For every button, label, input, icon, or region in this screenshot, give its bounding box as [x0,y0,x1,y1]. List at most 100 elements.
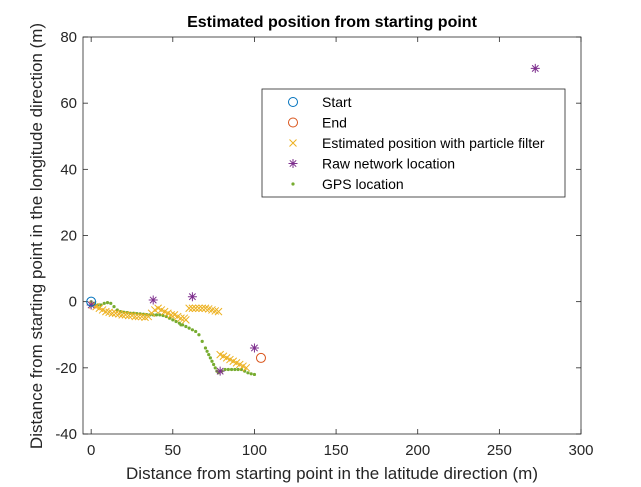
series-start [86,296,97,307]
point [161,313,165,318]
point [213,366,217,370]
x-tick-label-6: 300 [568,442,593,459]
legend-marker [289,139,297,147]
y-tick-label-3: 20 [60,228,77,245]
point [214,307,223,316]
point [185,304,193,313]
legend-box [261,88,566,198]
chart-marks [86,63,540,377]
point [109,301,113,305]
point [203,346,208,350]
series-estimated-position-with-particle-filter [88,301,251,372]
point [211,307,220,315]
point [102,307,110,316]
point [207,353,211,357]
point [249,343,259,353]
point [108,309,117,318]
point [255,352,266,363]
legend-marker [291,182,295,186]
point [184,324,188,329]
point [134,312,143,321]
point [158,313,162,317]
x-tick-label-2: 100 [242,442,267,459]
x-axis-label: Distance from starting point in the lati… [126,464,538,483]
point [111,309,120,318]
point [121,311,130,319]
point [223,367,227,372]
x-tick-label-4: 200 [405,442,430,459]
point [148,295,158,305]
point [194,329,198,334]
point [167,311,176,319]
point [197,333,201,337]
point [210,359,214,363]
legend-marker [288,159,298,168]
point [190,328,194,332]
point [187,292,197,302]
legend-entry-2: Estimated position with particle filter [289,135,545,151]
point [201,304,210,313]
point [141,313,149,322]
point [205,349,209,353]
chart-title: Estimated position from starting point [187,14,477,31]
legend-label: End [322,115,347,131]
legend-label: Estimated position with particle filter [322,135,545,151]
legend-marker [288,117,298,128]
legend: Start End Estimated position with particle… [261,88,566,198]
y-tick-label-6: 80 [60,29,77,46]
point [102,301,106,305]
point [236,367,240,372]
point [246,371,250,375]
point [208,356,212,360]
legend-label: GPS location [322,176,404,192]
point [112,305,116,309]
legend-label: Start [322,94,352,110]
point [200,339,204,343]
legend-entry-1: End [288,115,347,131]
point [242,363,251,372]
point [118,311,127,319]
point [182,316,190,324]
point [188,304,197,313]
point [181,323,185,327]
x-tick-label-5: 250 [487,442,512,459]
point [252,372,257,377]
x-tick-label-1: 50 [164,442,181,459]
y-axis-label: Distance from starting point in the long… [27,23,46,449]
series-end [255,352,266,363]
point [198,304,207,313]
legend-entry-0: Start [288,94,352,110]
point [249,372,253,376]
y-tick-label-5: 60 [60,95,77,112]
point [233,367,237,372]
point [229,367,234,372]
axis-ticks: 0 50 100 150 200 250 300 -40 -20 0 20 40 60 80 [55,29,593,459]
y-tick-label-1: -20 [55,360,77,377]
y-tick-label-2: 0 [69,294,77,311]
y-tick-label-4: 40 [60,161,77,178]
point [177,314,185,323]
x-tick-label-0: 0 [87,442,95,459]
legend-label: Raw network location [322,156,455,172]
legend-entry-4: GPS location [291,176,404,192]
point [154,313,159,317]
legend-entry-3: Raw network location [288,156,455,172]
point [226,367,230,372]
point [105,301,110,305]
point [124,311,133,320]
y-tick-label-0: -40 [55,426,77,443]
point [137,312,146,321]
x-tick-label-3: 150 [324,442,349,459]
point [191,304,200,313]
point [171,318,175,322]
point [174,319,178,324]
legend-marker [288,97,298,107]
point [131,312,140,321]
point [187,326,191,330]
point [195,304,203,313]
point [215,366,225,376]
point [530,63,540,73]
point [86,300,96,310]
chart-title-group: Estimated position from starting point [187,14,477,31]
